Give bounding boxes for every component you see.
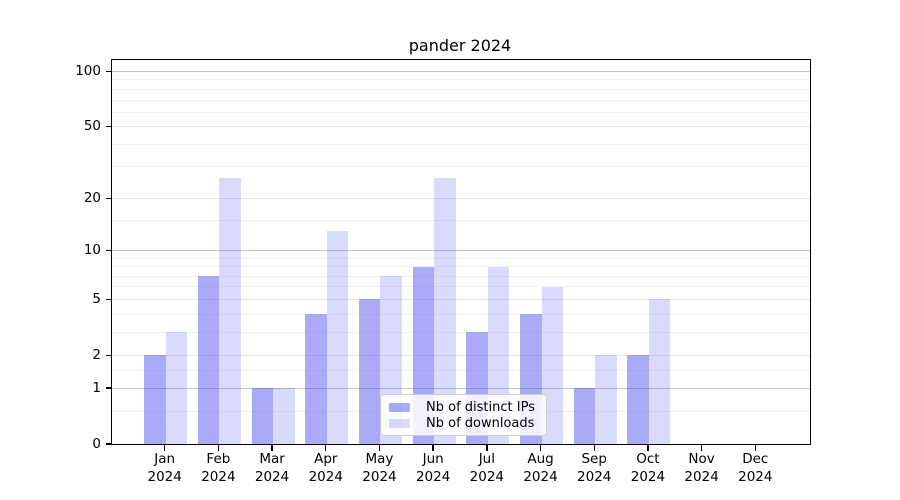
y-tick-label-20: 20 [83,189,101,206]
bar-downloads-feb [219,178,241,444]
bar-ips-apr [305,314,327,444]
x-tick-label-jan: Jan 2024 [147,451,182,485]
y-axis-tick-100 [106,70,112,73]
bar-ips-oct [627,355,649,444]
plot-area: Nb of distinct IPs Nb of downloads [111,59,811,445]
gridline-labeled-2 [112,354,810,356]
gridline-minor-15 [112,219,810,221]
legend-label-downloads: Nb of downloads [426,416,535,431]
y-tick-label-10: 10 [83,241,101,258]
x-tick-label-mar: Mar 2024 [254,451,290,485]
y-axis-tick-50 [106,126,112,128]
bar-ips-jan [144,355,166,444]
bar-downloads-jun [434,178,456,444]
gridline-labeled-5 [112,298,810,300]
y-axis-tick-0 [106,443,112,445]
y-tick-label-5: 5 [92,290,101,307]
x-tick-label-apr: Apr 2024 [308,451,343,485]
bar-ips-feb [197,276,220,444]
y-axis-tick-10 [106,249,112,252]
gridline-labeled-50 [112,126,810,128]
x-axis-tick-mar [271,444,273,451]
x-tick-label-may: May 2024 [362,451,397,485]
bar-downloads-oct [648,299,671,444]
legend-item-distinct-ips: Nb of distinct IPs [389,400,538,415]
gridline-minor-9 [112,257,810,259]
gridline-decade-1 [112,387,810,389]
bar-ips-sep [573,388,596,444]
legend-swatch-distinct-ips [389,402,410,413]
bar-downloads-mar [273,388,295,444]
legend-item-downloads: Nb of downloads [389,416,538,431]
x-axis-tick-aug [539,444,542,451]
legend-swatch-downloads [389,418,410,429]
x-axis-tick-oct [647,444,649,451]
x-tick-label-oct: Oct 2024 [630,451,666,485]
x-tick-label-jul: Jul 2024 [469,451,505,485]
y-tick-label-50: 50 [83,118,101,135]
x-tick-label-aug: Aug 2024 [523,451,558,485]
bar-downloads-jan [165,332,188,444]
x-tick-label-nov: Nov 2024 [684,451,719,485]
x-axis-tick-dec [754,444,756,451]
x-axis-tick-may [378,444,381,451]
gridline-minor-70 [112,99,810,101]
x-axis-tick-jul [486,444,488,451]
gridline-minor-7 [112,275,810,277]
gridline-minor-8 [112,266,810,268]
gridline-labeled-20 [112,197,810,199]
gridline-minor-4 [112,313,810,315]
gridline-minor-1.5 [112,369,810,371]
y-axis-tick-20 [106,197,112,199]
legend: Nb of distinct IPs Nb of downloads [380,394,547,436]
x-axis-tick-jun [432,444,434,451]
bar-ips-may [358,299,381,444]
x-tick-label-dec: Dec 2024 [738,451,773,485]
x-axis-tick-apr [325,444,327,451]
gridline-minor-6 [112,286,810,288]
x-tick-label-feb: Feb 2024 [201,451,236,485]
gridline-minor-30 [112,166,810,168]
bar-ips-mar [251,388,274,444]
gridline-minor-40 [112,143,810,145]
gridline-minor-90 [112,79,810,81]
x-tick-label-jun: Jun 2024 [415,451,451,485]
y-axis-tick-5 [106,298,112,301]
y-axis-tick-2 [106,354,112,357]
bar-downloads-sep [595,355,617,444]
x-axis-tick-sep [593,444,595,451]
legend-label-distinct-ips: Nb of distinct IPs [426,400,535,415]
y-tick-label-100: 100 [75,63,101,80]
x-tick-label-sep: Sep 2024 [577,451,612,485]
x-axis-tick-nov [700,444,703,451]
y-axis-tick-1 [106,387,112,389]
x-axis-tick-jan [163,444,166,451]
y-tick-label-1: 1 [92,379,101,396]
gridline-minor-3 [112,331,810,333]
gridline-minor-60 [112,111,810,113]
gridline-decade-10 [112,249,810,252]
y-tick-label-2: 2 [92,346,101,363]
y-tick-label-0: 0 [92,435,101,452]
gridline-decade-100 [112,71,810,73]
x-axis-tick-feb [217,444,220,451]
gridline-minor-80 [112,88,810,90]
bar-downloads-apr [326,231,349,444]
chart-title: pander 2024 [408,36,512,55]
